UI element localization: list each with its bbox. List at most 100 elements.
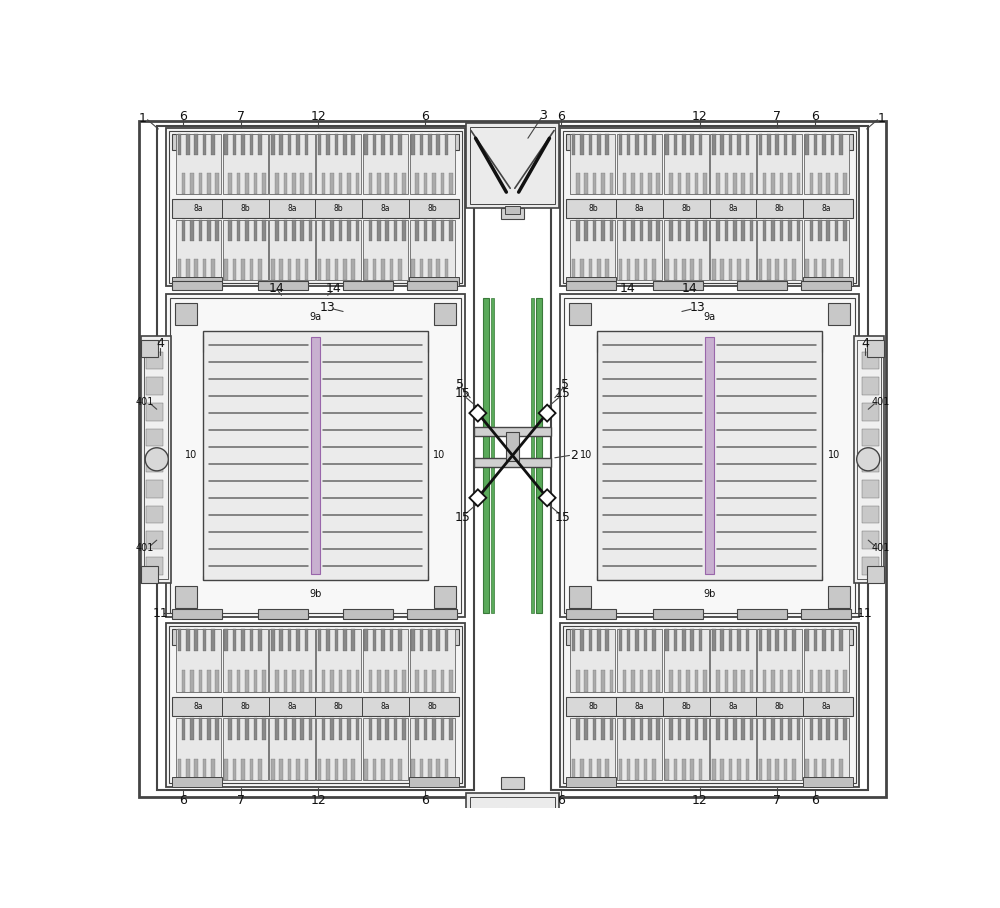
Bar (146, 377, 163, 395)
Bar (767, 134, 771, 155)
Bar (411, 134, 415, 155)
Bar (810, 718, 813, 740)
Bar (441, 220, 444, 241)
Bar (720, 629, 724, 651)
Bar (428, 134, 432, 155)
Bar (570, 220, 615, 280)
Text: 401: 401 (871, 543, 890, 553)
Bar (610, 220, 613, 241)
Bar (178, 629, 181, 651)
Bar (818, 670, 822, 692)
Text: 9b: 9b (309, 589, 322, 599)
Bar (862, 557, 879, 575)
Bar (635, 759, 639, 780)
Text: 13: 13 (689, 301, 705, 314)
Bar (398, 259, 402, 280)
Bar (343, 259, 347, 280)
Bar (172, 777, 222, 786)
Bar (356, 718, 359, 740)
Text: 12: 12 (692, 794, 707, 807)
Bar (831, 134, 834, 155)
Bar (664, 629, 709, 692)
Bar (644, 759, 647, 780)
Bar (566, 134, 582, 150)
Bar (141, 336, 171, 583)
Text: 8b: 8b (775, 204, 785, 213)
Text: 8b: 8b (588, 204, 598, 213)
Bar (443, 629, 459, 645)
Bar (862, 479, 879, 498)
Bar (780, 718, 783, 740)
Bar (563, 132, 856, 283)
Bar (335, 134, 338, 155)
Bar (394, 670, 397, 692)
Bar (233, 629, 236, 651)
Bar (759, 259, 762, 280)
Bar (674, 629, 677, 651)
Bar (580, 629, 584, 651)
Bar (326, 629, 330, 651)
Bar (617, 134, 662, 194)
Bar (316, 134, 361, 194)
Circle shape (145, 448, 168, 471)
Bar (258, 759, 262, 780)
Bar (804, 629, 849, 692)
Bar (288, 629, 291, 651)
Bar (862, 531, 879, 549)
Bar (652, 259, 656, 280)
Bar (814, 134, 817, 155)
Text: 6: 6 (422, 794, 429, 807)
Bar (576, 220, 580, 241)
Bar (292, 173, 296, 194)
Bar (690, 259, 694, 280)
Bar (597, 331, 822, 580)
Bar (593, 670, 596, 692)
Bar (788, 670, 792, 692)
Bar (203, 331, 428, 580)
Bar (172, 199, 459, 218)
Bar (420, 629, 423, 651)
Bar (631, 173, 635, 194)
Bar (854, 336, 884, 583)
Bar (665, 629, 669, 651)
Bar (466, 793, 559, 870)
Bar (178, 759, 181, 780)
Bar (398, 629, 402, 651)
Bar (176, 629, 221, 692)
Bar (653, 609, 703, 618)
Bar (635, 629, 639, 651)
Bar (837, 134, 853, 150)
Bar (640, 173, 643, 194)
Bar (759, 629, 762, 651)
Bar (491, 298, 494, 613)
Bar (385, 670, 389, 692)
Bar (241, 134, 245, 155)
Bar (733, 670, 737, 692)
Bar (144, 340, 168, 578)
Bar (296, 134, 300, 155)
Bar (228, 670, 232, 692)
Bar (203, 629, 206, 651)
Text: 12: 12 (311, 794, 326, 807)
Bar (767, 759, 771, 780)
Bar (356, 670, 359, 692)
Polygon shape (469, 405, 486, 421)
Bar (780, 220, 783, 241)
Bar (589, 629, 592, 651)
Bar (741, 670, 745, 692)
Bar (784, 134, 787, 155)
Bar (316, 220, 361, 280)
Text: 6: 6 (557, 794, 565, 807)
Bar (224, 629, 228, 651)
Bar (288, 259, 291, 280)
Bar (678, 173, 681, 194)
Bar (584, 670, 588, 692)
Bar (223, 134, 268, 194)
Bar (415, 173, 419, 194)
Bar (710, 718, 756, 780)
Text: 8a: 8a (822, 702, 831, 711)
Bar (576, 718, 580, 740)
Bar (589, 759, 592, 780)
Bar (757, 134, 802, 194)
Bar (584, 173, 588, 194)
